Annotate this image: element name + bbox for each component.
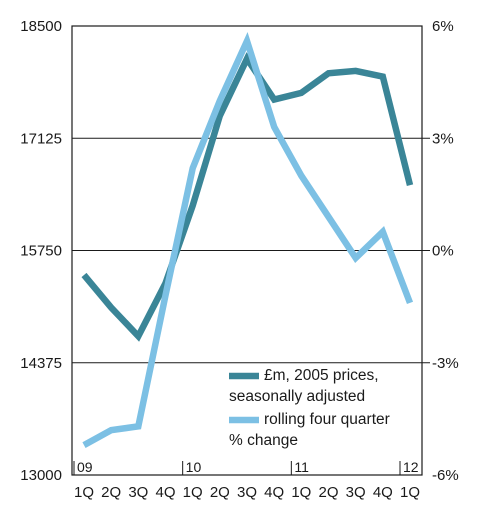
right-tick-label: 3% (432, 130, 454, 147)
legend: £m, 2005 prices, seasonally adjusted rolli… (229, 367, 390, 449)
x-tick-label: 1Q (74, 484, 94, 501)
year-label: 09 (77, 459, 93, 475)
x-tick-label: 1Q (183, 484, 203, 501)
x-tick-label: 1Q (400, 484, 420, 501)
legend-label: % change (229, 432, 298, 449)
left-tick-label: 17125 (20, 130, 62, 147)
x-tick-label: 4Q (264, 484, 284, 501)
x-tick-label: 3Q (346, 484, 366, 501)
year-label: 12 (403, 459, 419, 475)
year-label: 11 (294, 459, 309, 475)
right-tick-label: -3% (432, 355, 459, 372)
gridlines (72, 137, 430, 364)
x-axis: 1Q 2Q 3Q 4Q 1Q 2Q 3Q 4Q 1Q 2Q 3Q 4Q 1Q 09 10 11 12 (73, 459, 420, 501)
right-tick-label: 6% (432, 18, 454, 35)
x-tick-label: 2Q (318, 484, 338, 501)
left-tick-label: 14375 (20, 355, 62, 372)
x-tick-label: 1Q (291, 484, 311, 501)
year-label: 10 (186, 459, 202, 475)
series-layer (81, 31, 414, 448)
left-tick-label: 15750 (20, 243, 62, 260)
x-tick-label: 3Q (237, 484, 257, 501)
left-tick-label: 18500 (20, 18, 62, 35)
x-tick-label: 4Q (155, 484, 175, 501)
tick-labels: 13000 -6% 14375 -3% 15750 0% 17125 3% 18500 6% (20, 18, 458, 484)
x-tick-label: 2Q (101, 484, 121, 501)
x-tick-label: 2Q (210, 484, 230, 501)
legend-label: £m, 2005 prices, (264, 367, 379, 384)
right-tick-label: 0% (432, 243, 454, 260)
legend-label: seasonally adjusted (229, 388, 365, 405)
left-tick-label: 13000 (20, 467, 62, 484)
x-tick-label: 3Q (128, 484, 148, 501)
x-tick-label: 4Q (373, 484, 393, 501)
right-tick-label: -6% (432, 467, 459, 484)
legend-label: rolling four quarter (264, 411, 390, 428)
